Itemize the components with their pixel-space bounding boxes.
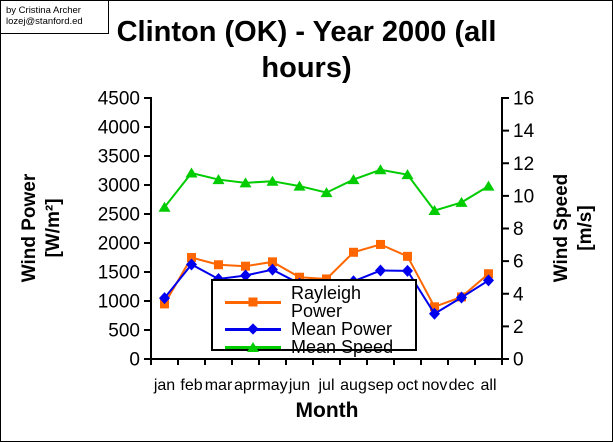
svg-text:3500: 3500 <box>98 147 140 168</box>
legend-line-sample <box>225 342 281 352</box>
svg-text:1500: 1500 <box>98 263 140 284</box>
diamond-marker-icon <box>247 323 259 335</box>
legend-line-sample <box>225 297 281 307</box>
legend-line-sample <box>225 323 281 335</box>
svg-text:may: may <box>257 377 287 394</box>
svg-text:all: all <box>480 377 496 394</box>
left-axis-title: Wind Power [W/m²] <box>18 113 66 343</box>
svg-text:4500: 4500 <box>98 89 140 110</box>
svg-text:8: 8 <box>513 219 524 240</box>
svg-text:0: 0 <box>513 350 524 371</box>
svg-text:dec: dec <box>449 377 475 394</box>
svg-text:2: 2 <box>513 317 524 338</box>
svg-text:mar: mar <box>205 377 233 394</box>
svg-text:12: 12 <box>513 154 534 175</box>
svg-text:oct: oct <box>397 377 419 394</box>
svg-text:2500: 2500 <box>98 205 140 226</box>
chart-title-line2: hours) <box>261 52 352 84</box>
svg-text:apr: apr <box>234 377 258 394</box>
chart-title: Clinton (OK) - Year 2000 (all hours) <box>1 14 612 86</box>
svg-text:4000: 4000 <box>98 118 140 139</box>
square-marker-icon <box>248 297 258 307</box>
attribution-email: lozej@stanford.ed <box>6 16 83 27</box>
svg-text:jul: jul <box>317 377 334 394</box>
triangle-marker-icon <box>247 342 259 352</box>
svg-text:1000: 1000 <box>98 292 140 313</box>
legend-label: Mean Power <box>291 319 393 339</box>
left-axis-tick-labels: 0 500 1000 1500 2000 2500 3000 3500 4000 4500 <box>98 89 140 371</box>
legend-label: Mean Speed <box>291 337 394 357</box>
series-mean-power <box>159 258 494 320</box>
svg-text:2000: 2000 <box>98 234 140 255</box>
svg-text:4: 4 <box>513 284 524 305</box>
x-axis-tick-labels: jan feb mar apr may jun jul aug sep oct nov dec all <box>153 377 497 394</box>
svg-text:0: 0 <box>129 350 140 371</box>
attribution-box: by Cristina Archer lozej@stanford.ed <box>1 1 109 34</box>
svg-text:aug: aug <box>340 377 367 394</box>
chart-title-line1: Clinton (OK) - Year 2000 (all <box>116 16 497 48</box>
right-axis-title: Wind Speed [m/s] <box>550 113 598 343</box>
legend-item-mean-speed: Mean Speed <box>225 338 415 356</box>
svg-text:3000: 3000 <box>98 176 140 197</box>
right-axis-title-line1: Wind Speed <box>551 173 572 283</box>
svg-text:14: 14 <box>513 121 535 142</box>
attribution-author: by Cristina Archer <box>6 5 81 16</box>
right-axis-title-line2: [m/s] <box>575 205 596 251</box>
legend-item-rayleigh-power: Rayleigh Power <box>225 284 415 320</box>
legend-item-mean-power: Mean Power <box>225 320 415 338</box>
x-axis-title: Month <box>295 399 359 422</box>
svg-text:jan: jan <box>153 377 175 394</box>
series-mean-speed <box>158 164 495 216</box>
svg-text:sep: sep <box>368 377 394 394</box>
svg-text:jun: jun <box>288 377 310 394</box>
right-axis-tick-labels: 0 2 4 6 8 10 12 14 16 <box>513 89 535 371</box>
svg-text:16: 16 <box>513 89 534 110</box>
svg-text:nov: nov <box>422 377 448 394</box>
legend: Rayleigh Power Mean Power Mean Speed <box>211 279 417 356</box>
left-axis-title-line1: Wind Power <box>19 173 40 283</box>
svg-text:6: 6 <box>513 252 524 273</box>
left-axis-title-line2: [W/m²] <box>43 198 64 258</box>
axis-lines <box>144 97 509 365</box>
svg-text:feb: feb <box>180 377 202 394</box>
svg-text:10: 10 <box>513 186 534 207</box>
legend-label: Rayleigh Power <box>291 283 362 321</box>
svg-text:500: 500 <box>108 321 140 342</box>
